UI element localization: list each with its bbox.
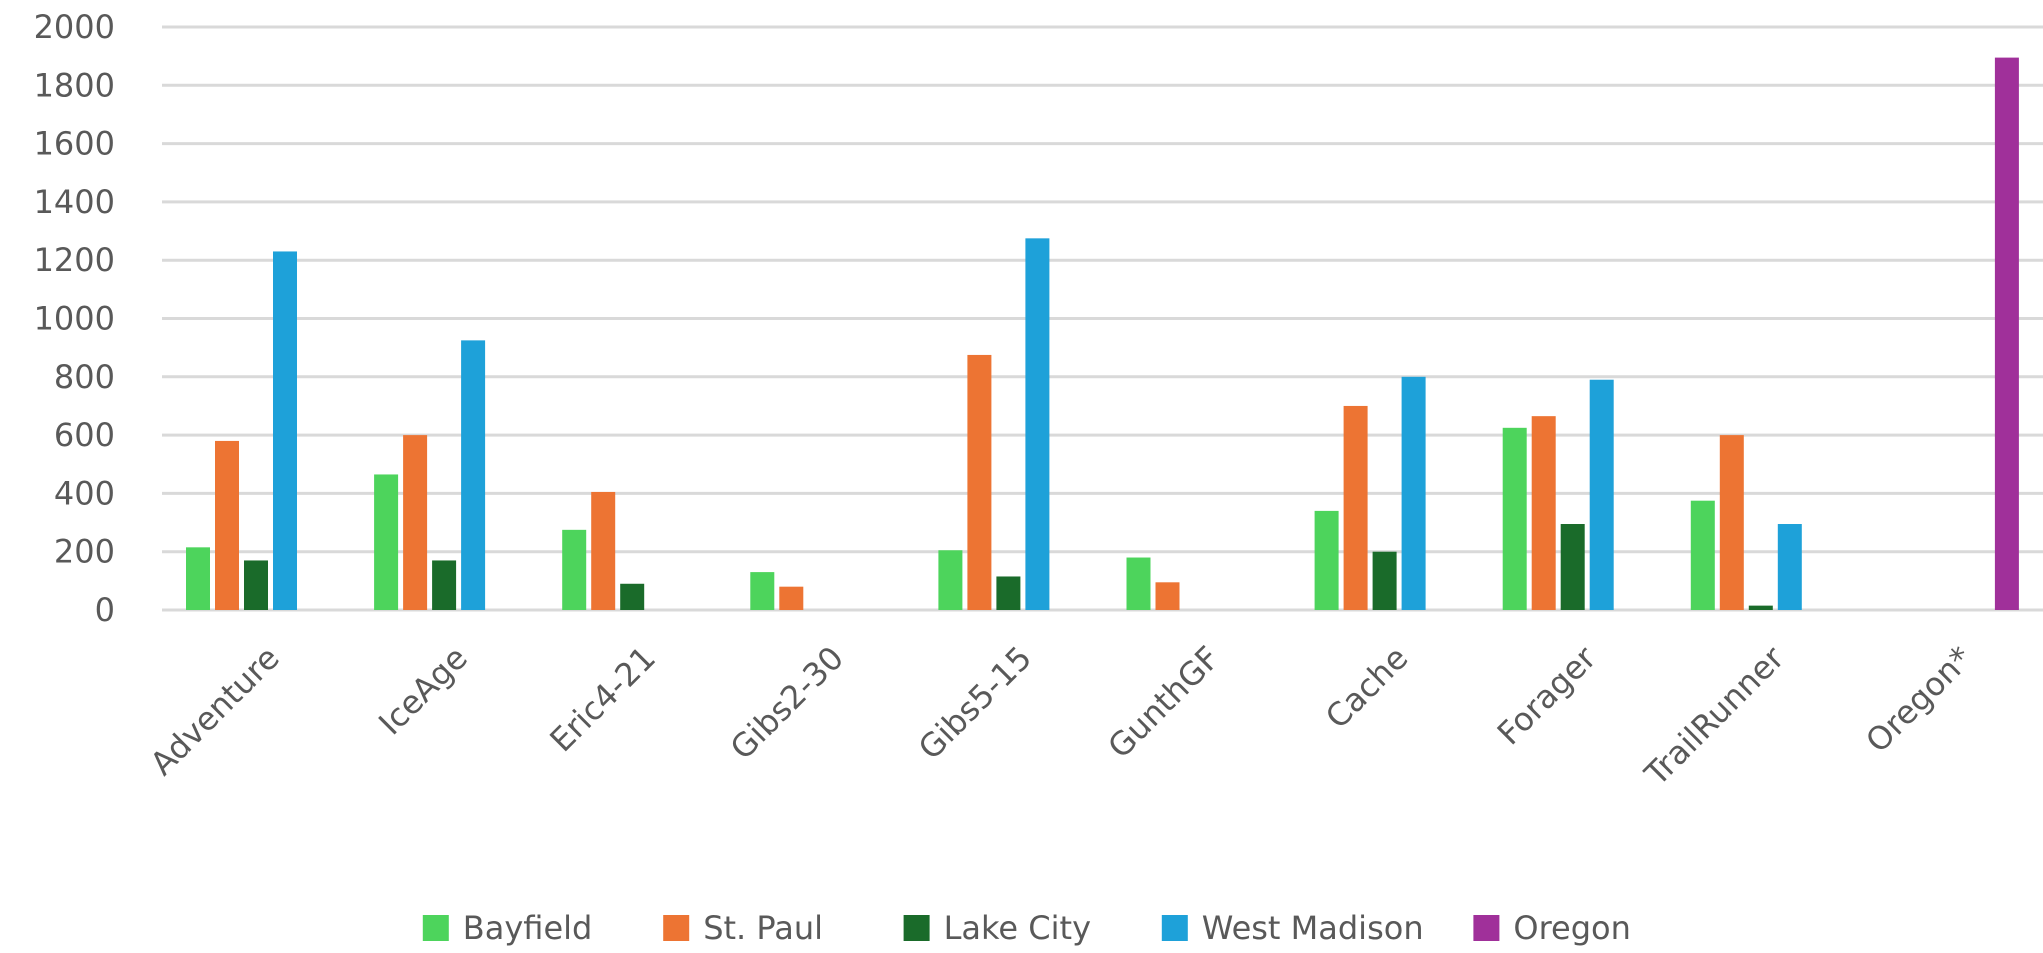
bar-bayfield-adventure xyxy=(186,547,210,610)
y-tick-label: 1000 xyxy=(34,300,115,338)
y-tick-label: 2000 xyxy=(34,8,115,46)
bar-st-paul-eric4-21 xyxy=(591,491,616,610)
bar-st-paul-forager xyxy=(1531,416,1556,610)
bar-st-paul-adventure xyxy=(215,440,239,610)
bar-west-madison-iceage xyxy=(461,340,486,610)
bar-lake-city-eric4-21 xyxy=(620,583,645,610)
legend-label: Lake City xyxy=(944,909,1091,947)
legend-label: Bayfield xyxy=(463,909,593,947)
x-category-label: Forager xyxy=(1490,638,1604,752)
bar-st-paul-gibs5-15 xyxy=(967,354,992,610)
x-category-label: IceAge xyxy=(371,639,475,743)
legend-label: St. Paul xyxy=(703,909,823,947)
bar-st-paul-gibs2-30 xyxy=(779,586,804,610)
legend-label: West Madison xyxy=(1202,909,1424,947)
bar-lake-city-forager xyxy=(1560,524,1585,610)
legend-swatch xyxy=(1473,915,1500,941)
bar-lake-city-gibs5-15 xyxy=(996,576,1021,610)
y-tick-label: 1200 xyxy=(34,241,115,279)
x-category-label: Adventure xyxy=(143,639,287,783)
legend-swatch xyxy=(903,915,930,941)
bar-west-madison-gibs5-15 xyxy=(1025,238,1050,610)
bar-bayfield-gunthgf xyxy=(1126,557,1151,610)
bar-lake-city-trailrunner xyxy=(1748,605,1773,610)
x-category-label: GunthGF xyxy=(1100,639,1227,766)
x-axis-ticks: Adventure IceAge Eric4-21 Gibs2-30 Gibs5-15 G… xyxy=(143,638,1980,793)
legend-swatch xyxy=(1161,915,1188,941)
bar-lake-city-adventure xyxy=(244,560,268,610)
x-category-label: Gibs5-15 xyxy=(911,639,1039,767)
bar-bayfield-cache xyxy=(1314,510,1339,610)
bars xyxy=(186,57,2019,611)
bar-west-madison-cache xyxy=(1401,376,1426,610)
bar-oregon-oregon- xyxy=(1994,57,2019,611)
bar-bayfield-gibs2-30 xyxy=(750,572,775,610)
bar-st-paul-trailrunner xyxy=(1719,435,1744,610)
legend-swatch xyxy=(422,915,449,941)
y-tick-label: 0 xyxy=(95,591,115,629)
x-category-label: Gibs2-30 xyxy=(723,639,851,767)
x-category-label: TrailRunner xyxy=(1637,638,1792,793)
bar-bayfield-gibs5-15 xyxy=(938,550,963,610)
bar-bayfield-eric4-21 xyxy=(562,529,587,610)
y-tick-label: 1400 xyxy=(34,183,115,221)
bar-st-paul-gunthgf xyxy=(1155,582,1180,610)
y-tick-label: 200 xyxy=(54,533,115,571)
bar-west-madison-trailrunner xyxy=(1777,524,1802,610)
bar-west-madison-adventure xyxy=(273,251,297,610)
gridlines xyxy=(162,25,2043,612)
y-tick-label: 800 xyxy=(54,358,115,396)
bar-west-madison-forager xyxy=(1589,379,1614,610)
bar-bayfield-iceage xyxy=(374,474,399,610)
y-tick-label: 1600 xyxy=(34,125,115,163)
x-category-label: Oregon* xyxy=(1858,639,1979,760)
y-axis-ticks: 0 200 400 600 800 1000 1200 1400 1600 1800 2000 xyxy=(34,8,115,629)
legend: Bayfield St. Paul Lake City West Madison Ore… xyxy=(422,909,1631,947)
x-category-label: Eric4-21 xyxy=(542,639,663,760)
bar-st-paul-cache xyxy=(1343,405,1368,610)
bar-st-paul-iceage xyxy=(403,435,428,610)
bar-bayfield-trailrunner xyxy=(1690,500,1715,610)
y-tick-label: 1800 xyxy=(34,66,115,104)
y-tick-label: 400 xyxy=(54,474,115,512)
bar-lake-city-cache xyxy=(1372,551,1397,610)
y-tick-label: 600 xyxy=(54,416,115,454)
bar-lake-city-iceage xyxy=(432,560,457,610)
bar-bayfield-forager xyxy=(1502,427,1527,610)
legend-label: Oregon xyxy=(1513,909,1631,947)
x-category-label: Cache xyxy=(1318,639,1415,736)
legend-swatch xyxy=(663,915,690,941)
